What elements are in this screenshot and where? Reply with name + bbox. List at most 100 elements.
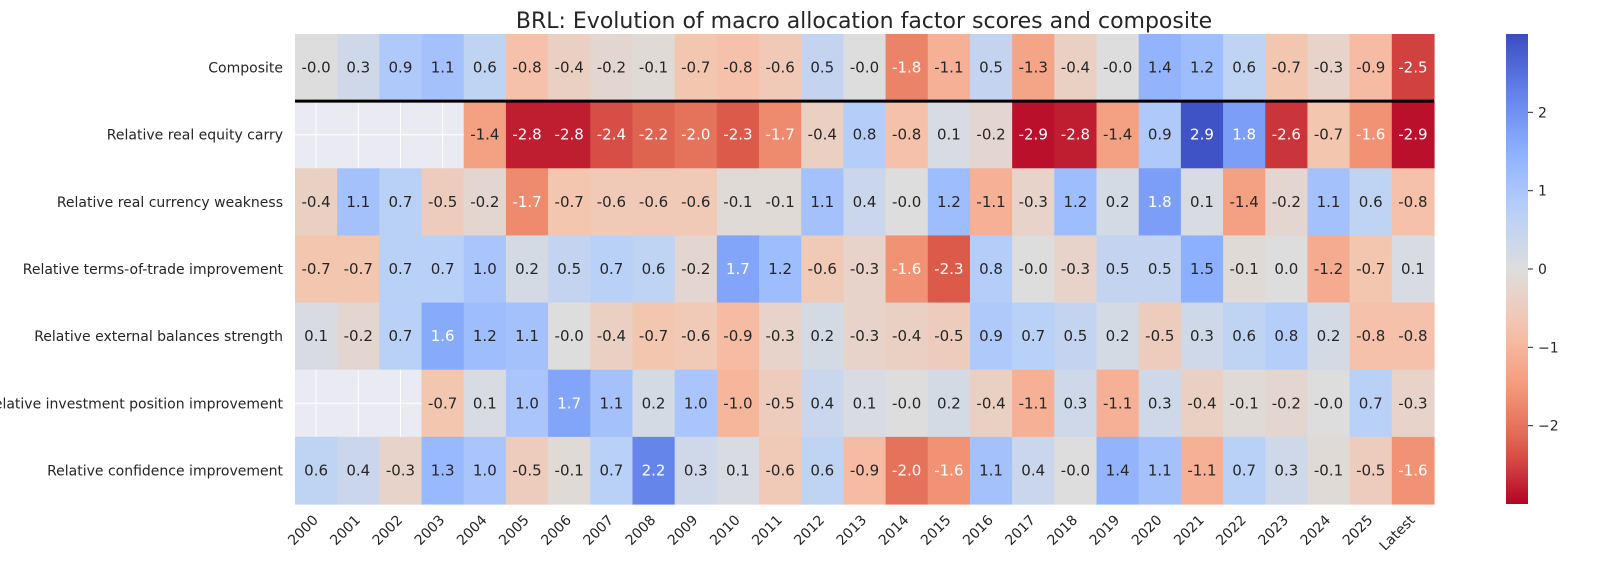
heatmap-cell: [801, 436, 845, 505]
colorbar-tick-label: 2: [1538, 105, 1547, 121]
heatmap-cell: [1307, 302, 1351, 371]
cell-value-label: -0.2: [470, 193, 499, 211]
colorbar: [1506, 34, 1528, 504]
heatmap-cell: [1265, 369, 1309, 438]
cell-value-label: -1.8: [892, 59, 921, 77]
cell-value-label: 0.5: [810, 59, 834, 77]
column-label: 2013: [834, 512, 871, 549]
cell-value-label: 1.7: [557, 394, 581, 412]
cell-value-label: -1.1: [1103, 394, 1132, 412]
heatmap-cell: [1054, 101, 1098, 169]
heatmap-cell: [1307, 34, 1351, 102]
column-label: 2003: [412, 512, 449, 549]
cell-value-label: 0.6: [304, 461, 328, 479]
cell-value-label: 0.2: [1317, 327, 1341, 345]
heatmap-cell: [505, 436, 549, 505]
cell-value-label: -1.6: [1398, 461, 1427, 479]
heatmap-cell: [674, 436, 718, 505]
heatmap-cell: [801, 302, 845, 371]
cell-value-label: -0.6: [597, 193, 626, 211]
heatmap-cells: [295, 34, 1435, 505]
heatmap-cell: [295, 168, 338, 237]
cell-value-label: -1.6: [892, 260, 921, 278]
cell-value-label: 1.1: [599, 394, 623, 412]
cell-value-label: -0.8: [723, 59, 752, 77]
heatmap-cell: [1307, 369, 1351, 438]
cell-value-label: -0.4: [1061, 59, 1090, 77]
heatmap-cell: [337, 34, 380, 102]
cell-value-label: 1.0: [473, 260, 497, 278]
heatmap-cell: [379, 302, 423, 371]
cell-value-label: 1.2: [1190, 59, 1214, 77]
cell-value-label: 0.6: [810, 461, 834, 479]
heatmap-cell: [1391, 436, 1435, 505]
heatmap-cell: [716, 369, 760, 438]
row-label: Relative real equity carry: [107, 128, 283, 144]
cell-value-label: -2.9: [1019, 126, 1048, 144]
heatmap-cell: [885, 302, 929, 371]
heatmap-cell: [1096, 34, 1140, 102]
cell-value-label: -1.1: [976, 193, 1005, 211]
cell-value-label: -0.1: [555, 461, 584, 479]
cell-value-label: -0.9: [1356, 59, 1385, 77]
cell-value-label: 1.2: [473, 327, 497, 345]
cell-value-label: 0.1: [304, 327, 328, 345]
heatmap-cell: [843, 302, 887, 371]
heatmap-cell: [1138, 436, 1182, 505]
heatmap-cell: [1012, 34, 1055, 102]
cell-value-label: -0.7: [301, 260, 330, 278]
heatmap-cell: [463, 302, 507, 371]
cell-value-label: -2.3: [723, 126, 752, 144]
cell-value-label: -0.7: [1356, 260, 1385, 278]
heatmap-cell: [590, 235, 634, 304]
cell-value-label: -0.2: [1272, 394, 1301, 412]
heatmap-cell: [801, 168, 845, 237]
cell-value-label: -1.1: [1019, 394, 1048, 412]
heatmap-cell: [1391, 168, 1435, 237]
cell-value-label: -1.6: [934, 461, 963, 479]
heatmap-cell: [295, 34, 338, 102]
heatmap-cell: [1391, 34, 1435, 102]
heatmap-cell: [463, 235, 507, 304]
cell-value-label: -0.5: [765, 394, 794, 412]
cell-value-label: -0.5: [934, 327, 963, 345]
column-label: 2012: [791, 512, 828, 549]
heatmap-cell: [716, 168, 760, 237]
cell-value-label: 0.2: [810, 327, 834, 345]
cell-value-label: -2.8: [512, 126, 541, 144]
row-label: Relative terms-of-trade improvement: [23, 262, 284, 278]
column-label: 2014: [876, 512, 913, 549]
heatmap-cell: [885, 235, 929, 304]
cell-value-label: -0.1: [1314, 461, 1343, 479]
cell-value-label: -0.7: [1272, 59, 1301, 77]
heatmap-cell: [716, 101, 760, 169]
heatmap-cell: [632, 34, 676, 102]
column-label: 2004: [454, 512, 491, 549]
cell-value-label: 1.4: [1106, 461, 1130, 479]
cell-value-label: 1.1: [1317, 193, 1341, 211]
heatmap-cell: [295, 302, 338, 371]
cell-value-label: -0.3: [765, 327, 794, 345]
heatmap-cell: [759, 34, 802, 102]
cell-value-label: -0.4: [597, 327, 626, 345]
heatmap-cell: [632, 302, 676, 371]
heatmap-cell: [1138, 168, 1182, 237]
heatmap-cell: [1349, 369, 1393, 438]
heatmap-cell: [674, 369, 718, 438]
heatmap-cell: [1349, 436, 1393, 505]
heatmap-cell: [969, 235, 1013, 304]
cell-value-label: 0.5: [1106, 260, 1130, 278]
cell-value-label: -1.6: [1356, 126, 1385, 144]
heatmap-cell: [548, 235, 591, 304]
cell-value-label: 0.2: [1106, 193, 1130, 211]
row-labels: Composite Relative real equity carry Relat…: [0, 61, 284, 480]
cell-value-label: -0.7: [344, 260, 373, 278]
cell-value-label: 0.6: [642, 260, 666, 278]
cell-value-label: -0.4: [555, 59, 584, 77]
cell-value-label: -0.8: [1356, 327, 1385, 345]
cell-value-label: 1.0: [473, 461, 497, 479]
column-labels: 2000 2001 2002 2003 2004 2005 2006 2007 2008 2009…: [285, 512, 1419, 554]
heatmap-cell: [843, 235, 887, 304]
heatmap-cell: [927, 235, 971, 304]
cell-value-label: -0.8: [1398, 327, 1427, 345]
